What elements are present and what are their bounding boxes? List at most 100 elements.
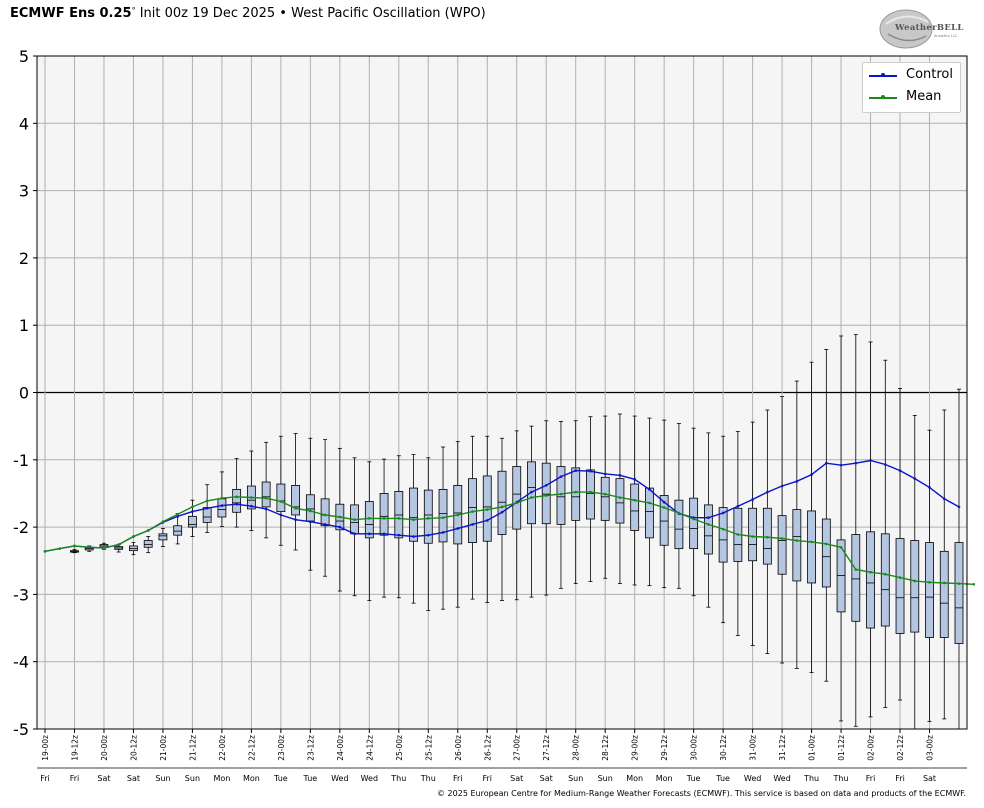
day-label: Fri	[70, 774, 80, 783]
point-mean	[426, 517, 430, 520]
box-iqr	[777, 515, 787, 575]
point-mean	[412, 518, 415, 521]
x-tick-label: 24-12z	[365, 735, 374, 761]
degree-symbol: °	[131, 6, 136, 15]
x-tick-label: 30-12z	[719, 735, 728, 761]
point-mean	[869, 570, 872, 574]
day-label: Sun	[155, 774, 170, 783]
x-tick-label: 22-00z	[218, 735, 227, 761]
point-control	[869, 459, 872, 462]
box-plot	[718, 435, 728, 624]
point-control	[825, 461, 828, 465]
point-control	[338, 525, 342, 529]
point-control	[736, 504, 740, 508]
point-mean	[662, 506, 666, 509]
y-tick-label: -4	[13, 653, 29, 672]
day-label: Wed	[361, 774, 378, 783]
box-plot	[600, 415, 610, 579]
point-control	[191, 510, 194, 513]
box-plot	[777, 396, 787, 664]
day-label: Mon	[213, 774, 230, 783]
box-iqr	[423, 489, 433, 544]
point-control	[810, 473, 813, 476]
point-control	[633, 478, 636, 481]
x-axis: 19-00z Fri 19-12z Fri 20-00z Sat 20-12z Sat 21-0…	[37, 729, 967, 783]
point-control	[795, 480, 799, 483]
day-label: Thu	[833, 774, 849, 783]
box-iqr	[748, 507, 758, 562]
point-control	[751, 498, 754, 501]
day-label: Fri	[453, 774, 463, 783]
point-control	[441, 531, 445, 534]
y-tick-label: -2	[13, 518, 29, 537]
box-iqr	[866, 531, 875, 629]
box-iqr	[364, 501, 374, 539]
box-plot	[895, 388, 905, 701]
point-mean	[500, 505, 504, 509]
point-control	[382, 532, 386, 536]
point-mean	[603, 492, 607, 496]
box-plot	[423, 457, 433, 611]
box-plot	[821, 349, 831, 682]
point-control	[839, 463, 843, 467]
point-control	[471, 523, 474, 526]
box-plot	[807, 361, 816, 673]
y-tick-label: -1	[13, 451, 29, 470]
chart-subtitle: Init 00z 19 Dec 2025 • West Pacific Osci…	[139, 6, 486, 21]
x-tick-label: 19-00z	[41, 735, 50, 761]
point-mean	[338, 515, 342, 519]
point-mean	[574, 490, 578, 494]
box-plot	[586, 416, 595, 583]
box-iqr	[276, 483, 286, 513]
point-control	[721, 511, 725, 515]
legend-label-mean: Mean	[906, 89, 942, 104]
day-label: Mon	[656, 774, 673, 783]
box-plot	[615, 413, 625, 585]
point-mean	[780, 537, 784, 540]
point-mean	[515, 501, 519, 505]
box-iqr	[821, 518, 831, 588]
x-tick-label: 26-12z	[483, 735, 492, 761]
point-mean	[972, 583, 976, 586]
box-plot	[866, 341, 875, 718]
legend-marker-control	[881, 73, 885, 77]
box-plot	[497, 437, 507, 601]
x-tick-label: 27-00z	[513, 735, 522, 761]
point-mean	[220, 496, 224, 500]
day-label: Sat	[127, 774, 140, 783]
point-mean	[205, 499, 209, 503]
legend: Control Mean	[862, 62, 961, 113]
series-line-mean	[44, 491, 974, 585]
x-tick-label: 23-00z	[277, 735, 286, 761]
y-tick-label: 4	[19, 114, 29, 133]
x-tick-label: 29-00z	[631, 735, 640, 761]
point-control	[500, 510, 504, 514]
box-iqr	[571, 467, 581, 521]
logo-subtext: Analytics LLC	[934, 34, 958, 38]
y-tick-label: 2	[19, 249, 29, 268]
point-control	[485, 519, 489, 522]
x-tick-label: 02-00z	[867, 735, 876, 761]
box-plot	[276, 435, 286, 546]
point-mean	[264, 496, 268, 500]
legend-label-control: Control	[906, 67, 953, 82]
point-mean	[883, 572, 887, 576]
point-mean	[279, 500, 283, 503]
point-control	[589, 469, 592, 473]
point-control	[309, 520, 312, 524]
x-tick-label: 24-00z	[336, 735, 345, 761]
day-label: Sat	[923, 774, 936, 783]
point-mean	[692, 517, 695, 521]
day-label: Sun	[598, 774, 613, 783]
box-plot	[674, 423, 684, 589]
day-label: Tue	[273, 774, 288, 783]
point-mean	[117, 543, 121, 546]
logo-wordmark: WeatherBELL	[895, 23, 964, 33]
point-mean	[353, 518, 356, 521]
box-plot	[129, 542, 138, 556]
y-tick-label: 1	[19, 316, 29, 335]
box-iqr	[158, 533, 168, 541]
box-iqr	[202, 507, 212, 523]
point-control	[662, 500, 666, 504]
point-control	[426, 533, 430, 537]
